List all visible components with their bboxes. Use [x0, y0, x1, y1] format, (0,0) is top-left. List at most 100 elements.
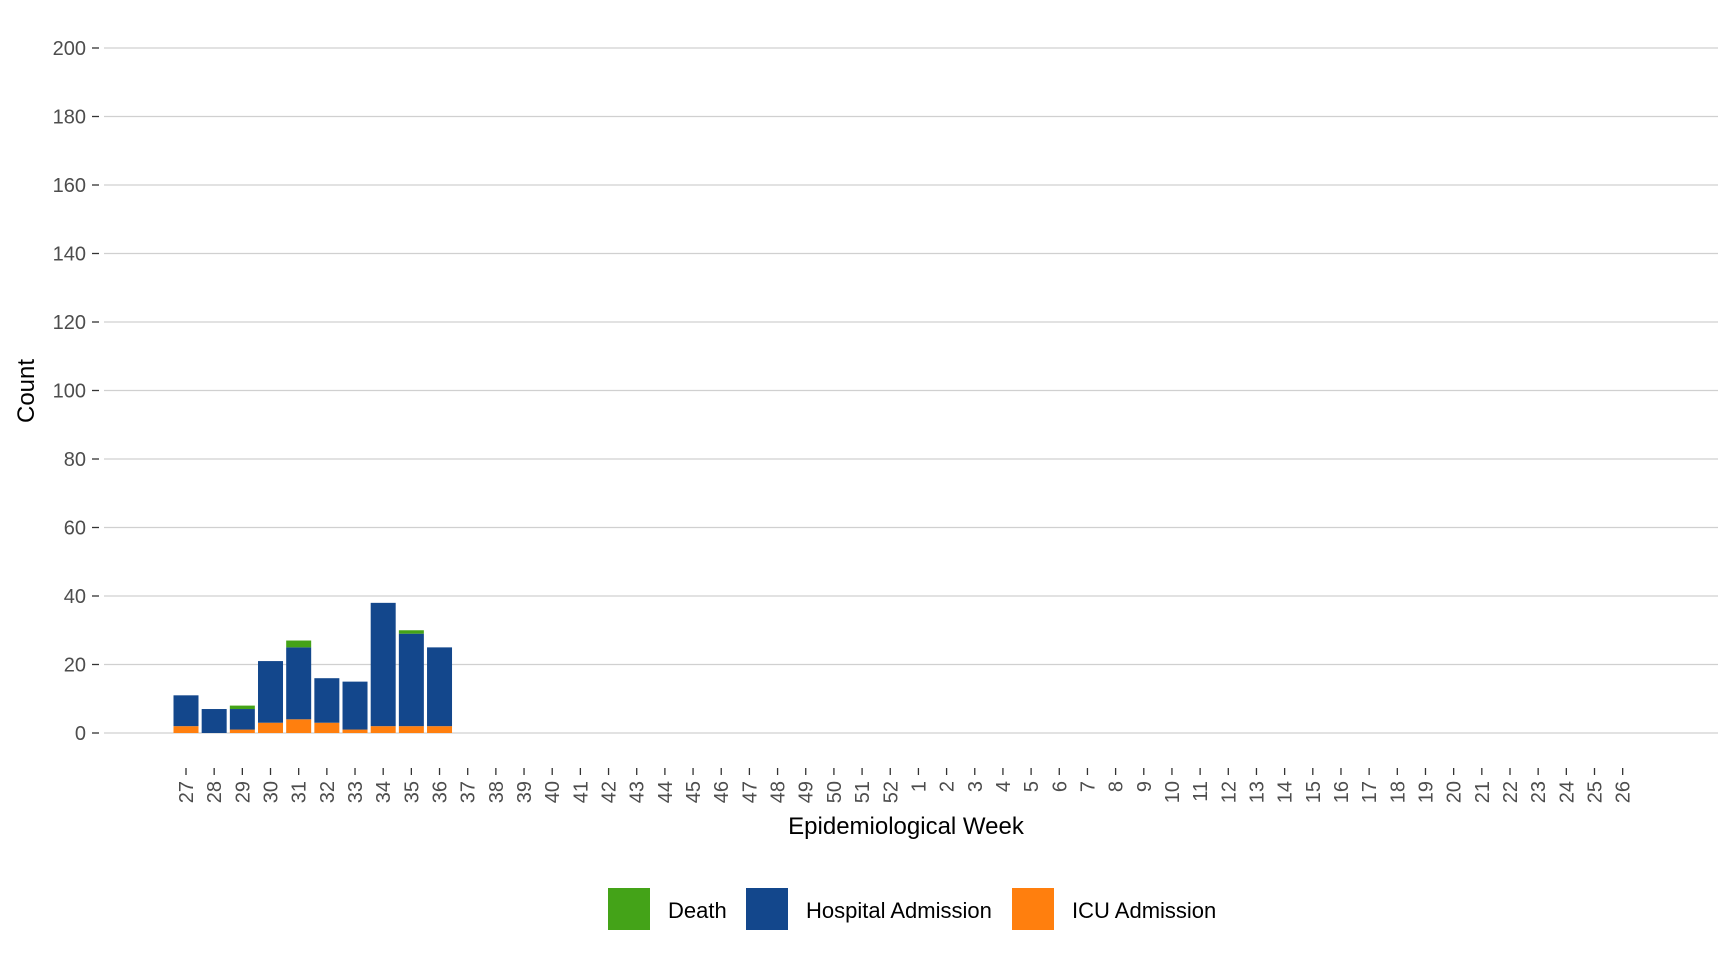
x-tick-label: 43 — [627, 781, 649, 803]
bar-icu-admission — [173, 726, 199, 733]
y-tick-label: 180 — [53, 107, 86, 129]
x-tick-label: 48 — [768, 781, 790, 803]
bars — [173, 602, 453, 733]
x-tick-label: 11 — [1190, 781, 1212, 802]
x-tick-label: 34 — [373, 781, 395, 803]
x-tick-label: 40 — [542, 781, 564, 803]
y-tick-label: 100 — [53, 381, 86, 403]
x-tick-label: 15 — [1303, 781, 1325, 803]
x-tick-label: 12 — [1218, 781, 1240, 803]
legend-label: ICU Admission — [1072, 898, 1216, 923]
bar-hospital-admission — [398, 633, 424, 727]
x-axis-title: Epidemiological Week — [788, 813, 1025, 840]
x-tick-label: 2 — [937, 781, 959, 792]
x-tick-label: 25 — [1585, 781, 1607, 803]
x-tick-label: 39 — [514, 781, 536, 803]
x-tick-label: 49 — [796, 781, 818, 803]
x-tick-label: 23 — [1528, 781, 1550, 803]
bar-hospital-admission — [314, 678, 340, 723]
x-tick-label: 41 — [570, 781, 592, 803]
y-axis-title: Count — [13, 359, 40, 423]
x-tick-label: 26 — [1613, 781, 1635, 803]
bar-icu-admission — [342, 729, 368, 733]
bar-death — [286, 640, 312, 648]
bar-hospital-admission — [201, 709, 227, 733]
bar-hospital-admission — [342, 681, 368, 730]
bar-icu-admission — [427, 726, 453, 733]
legend-label: Hospital Admission — [806, 898, 992, 923]
x-tick-label: 46 — [711, 781, 733, 803]
legend-label: Death — [668, 898, 727, 923]
x-tick-label: 16 — [1331, 781, 1353, 803]
x-tick-label: 13 — [1246, 781, 1268, 803]
x-tick-label: 27 — [176, 781, 198, 803]
x-tick-label: 1 — [908, 781, 930, 792]
x-tick-label: 38 — [486, 781, 508, 803]
x-tick-label: 14 — [1275, 781, 1297, 803]
y-tick-label: 80 — [64, 449, 86, 471]
legend-item-icu-admission: ICU Admission — [1012, 888, 1216, 930]
x-tick-label: 9 — [1134, 781, 1156, 792]
x-tick-label: 52 — [880, 781, 902, 803]
y-tick-label: 0 — [75, 723, 86, 745]
y-tick-label: 40 — [64, 586, 86, 608]
x-tick-label: 4 — [993, 781, 1015, 792]
x-tick-label: 28 — [204, 781, 226, 803]
legend: Death Hospital Admission ICU Admission — [608, 888, 1216, 930]
x-tick-label: 33 — [345, 781, 367, 803]
x-tick-label: 50 — [824, 781, 846, 803]
legend-swatch — [608, 888, 650, 930]
bar-icu-admission — [370, 726, 396, 733]
x-tick-label: 5 — [1021, 781, 1043, 792]
bar-death — [398, 630, 424, 634]
x-tick-label: 31 — [289, 781, 311, 803]
gridlines — [104, 47, 1718, 734]
bar-hospital-admission — [427, 647, 453, 727]
x-tick-label: 19 — [1415, 781, 1437, 803]
bar-death — [229, 705, 255, 710]
y-tick-label: 140 — [53, 244, 86, 266]
legend-item-hospital-admission: Hospital Admission — [746, 888, 992, 930]
bar-icu-admission — [398, 726, 424, 733]
bar-hospital-admission — [173, 695, 199, 727]
bar-hospital-admission — [370, 602, 396, 727]
bar-icu-admission — [258, 722, 284, 733]
x-tick-label: 35 — [401, 781, 423, 803]
x-tick-label: 20 — [1444, 781, 1466, 803]
y-tick-label: 20 — [64, 655, 86, 677]
y-tick-label: 120 — [53, 312, 86, 334]
x-tick-label: 18 — [1387, 781, 1409, 803]
y-tick-label: 60 — [64, 518, 86, 540]
x-tick-label: 32 — [317, 781, 339, 803]
x-tick-label: 29 — [232, 781, 254, 803]
x-tick-label: 44 — [655, 781, 677, 803]
x-tick-label: 8 — [1106, 781, 1128, 792]
x-tick-label: 6 — [1049, 781, 1071, 792]
x-axis: 27 28 29 30 31 32 33 34 35 36 37 38 39 40 41 42 43 44 45 46… — [176, 768, 1635, 803]
x-tick-label: 10 — [1162, 781, 1184, 803]
x-tick-label: 24 — [1556, 781, 1578, 803]
x-tick-label: 45 — [683, 781, 705, 803]
x-tick-label: 17 — [1359, 781, 1381, 803]
x-tick-label: 51 — [852, 781, 874, 803]
x-tick-label: 42 — [599, 781, 621, 803]
x-tick-label: 7 — [1077, 781, 1099, 792]
y-tick-label: 200 — [53, 38, 86, 60]
bar-hospital-admission — [258, 661, 284, 723]
x-tick-label: 47 — [739, 781, 761, 803]
x-tick-label: 3 — [965, 781, 987, 792]
legend-swatch — [746, 888, 788, 930]
x-tick-label: 21 — [1472, 781, 1494, 803]
x-tick-label: 30 — [261, 781, 283, 803]
legend-swatch — [1012, 888, 1054, 930]
bar-hospital-admission — [229, 709, 255, 730]
bar-icu-admission — [286, 719, 312, 733]
bar-icu-admission — [229, 729, 255, 733]
bar-icu-admission — [314, 722, 340, 733]
y-tick-label: 160 — [53, 175, 86, 197]
x-tick-label: 36 — [430, 781, 452, 803]
y-axis: 0 20 40 60 80 100 120 140 160 180 200 — [53, 38, 99, 745]
x-tick-label: 22 — [1500, 781, 1522, 803]
bar-hospital-admission — [286, 647, 312, 720]
